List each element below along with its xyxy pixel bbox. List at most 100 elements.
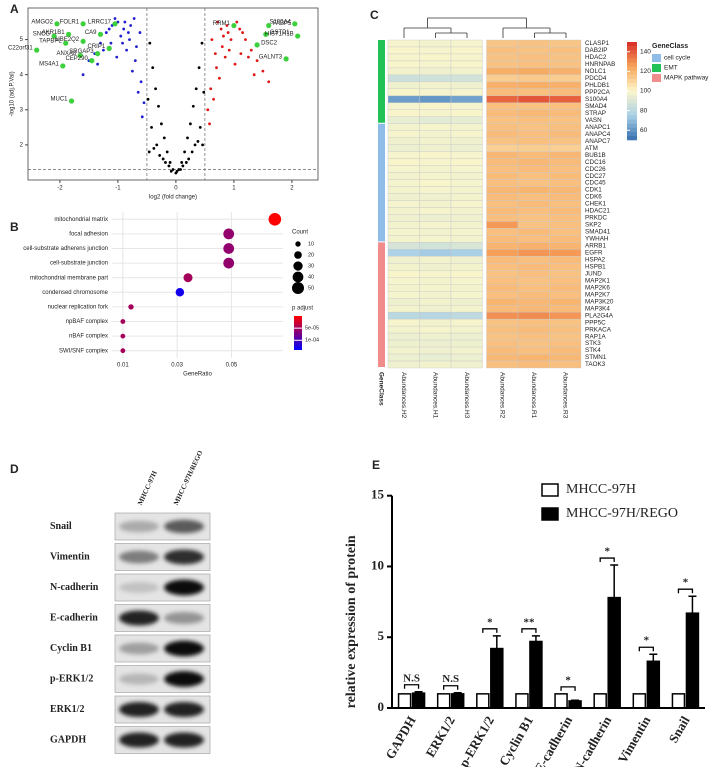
heat-cell [517,165,550,173]
y-tick-label: 4 [20,72,24,78]
blot-band [164,640,204,657]
row-label: STK3 [585,340,601,347]
size-key [291,281,305,295]
row-label: DAB2IP [585,47,607,54]
heat-cell [450,325,483,334]
point [96,62,99,66]
row-label: PPP5C [585,319,606,326]
y-tick-label: 10 [371,557,384,572]
bar [646,660,661,709]
row-label: EGFR [585,250,603,257]
heat-cell [387,339,420,348]
plot-frame [27,7,319,181]
heat-cell [419,304,452,313]
heat-cell [549,235,582,243]
row-label: MAP2K6 [585,284,610,291]
heat-cell [387,298,420,306]
heat-cell [517,123,550,131]
point [226,31,230,34]
dot [183,273,193,283]
point [247,55,250,59]
error-bar [453,691,462,694]
heat-cell [486,277,519,285]
heat-cell [549,228,582,236]
heat-cell [450,242,483,250]
heat-cell [517,325,550,334]
size-key-label: 40 [308,274,314,280]
heat-cell [387,263,420,271]
heat-cell [450,158,483,166]
column-label: Abundances.H1 [432,372,439,419]
row-label: CDC27 [585,173,606,180]
gene-label: SNCG [33,32,51,38]
row-label: PHLDB1 [585,82,610,89]
row-label: STRAP [585,110,606,117]
protein-label: GAPDH [50,734,86,745]
color-bar-segment [627,99,637,104]
row-label: ANAPC4 [585,131,611,138]
row-label: CDC16 [585,159,606,166]
significance-label: N.S [442,673,459,685]
point [222,34,225,38]
heat-cell [419,277,452,285]
heat-cell [486,318,519,327]
heat-cell [450,332,483,341]
heat-cell [419,179,452,187]
category-label: nBAF complex [69,334,108,340]
heat-cell [517,291,550,299]
heat-cell [387,158,420,166]
row-label: BUB1B [585,152,606,159]
heat-cell [450,60,483,69]
error-bar [414,690,423,694]
blot-band [119,732,159,748]
row-label: HNRNPAB [585,61,615,68]
heat-cell [387,60,420,69]
lane-label: MHCC-97H/REGO [172,449,205,507]
point [160,122,163,126]
size-key [295,241,301,247]
heat-cell [419,130,452,138]
gene-label: DSC2 [261,40,278,46]
heat-cell [450,137,483,145]
heat-cell [450,39,483,48]
point [135,45,138,49]
heat-cell [486,123,519,131]
point [197,66,201,70]
highlight-point [63,40,69,46]
row-label: STK4 [585,347,601,354]
point [138,31,142,34]
heat-cell [549,318,582,327]
heat-cell [486,137,519,145]
color-bar-segment [627,127,637,133]
heat-cell [419,74,452,83]
row-label: ANAPC7 [585,138,611,145]
heat-cell [387,284,420,292]
gene-label: MS4A1 [39,61,59,67]
heat-cell [387,360,420,369]
point [200,41,204,45]
heat-cell [419,298,452,306]
highlight-point [266,22,272,29]
heat-cell [486,116,519,124]
heat-cell [387,193,420,201]
heat-cell [549,214,582,222]
point [191,104,195,108]
point [155,143,159,147]
point [119,34,123,38]
heat-cell [549,270,582,278]
category-label: npBAF complex [66,319,108,325]
heat-cell [517,214,550,222]
point [183,150,187,154]
panel-letter: D [10,462,19,476]
heat-cell [419,39,452,48]
significance-bracket [677,588,694,594]
point [235,20,239,24]
highlight-point [295,33,301,39]
heat-cell [517,360,550,369]
color-tick-label: 5e-05 [305,326,319,332]
x-tick-label: 0.03 [171,363,183,369]
heat-cell [450,200,483,208]
point [152,147,156,150]
legend-label: MAPK pathway [664,75,709,82]
heat-cell [450,235,483,243]
